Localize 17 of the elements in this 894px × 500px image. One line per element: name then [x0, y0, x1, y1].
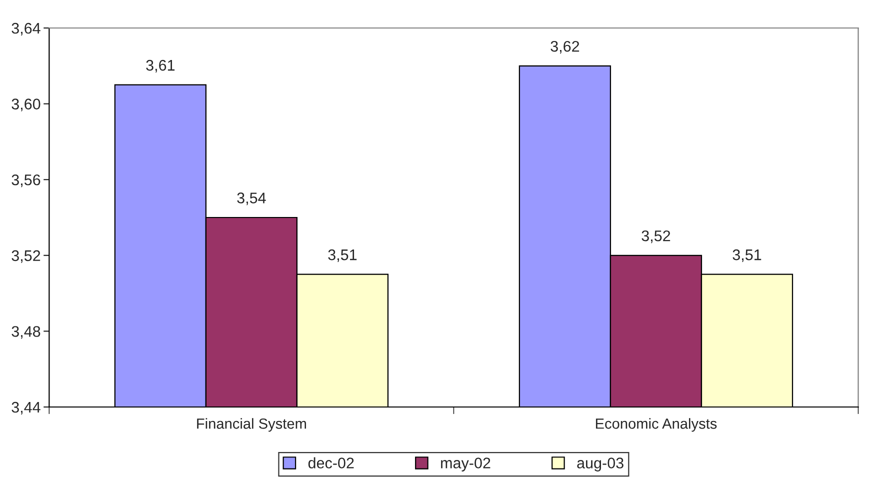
data-label: 3,62	[550, 40, 580, 54]
y-tick-label: 3,48	[12, 326, 40, 339]
x-tick-label: Financial System	[197, 418, 306, 432]
legend-label: aug-03	[577, 458, 624, 472]
legend-label: dec-02	[308, 457, 354, 468]
y-tick-label: 3,44	[12, 402, 40, 414]
y-tick-label: 3,60	[12, 98, 40, 112]
data-label: 3,52	[642, 230, 670, 244]
data-label: 3,51	[732, 249, 762, 262]
data-label: 3,54	[237, 192, 266, 206]
y-tick-label: 3,56	[12, 174, 40, 188]
data-label: 3,61	[146, 60, 175, 73]
y-tick-label: 3,64	[12, 22, 40, 36]
legend-label: may-02	[441, 458, 490, 472]
y-tick-label: 3,52	[12, 250, 40, 263]
x-tick-label: Economic Analysts	[596, 418, 717, 432]
data-label: 3,51	[328, 249, 357, 262]
